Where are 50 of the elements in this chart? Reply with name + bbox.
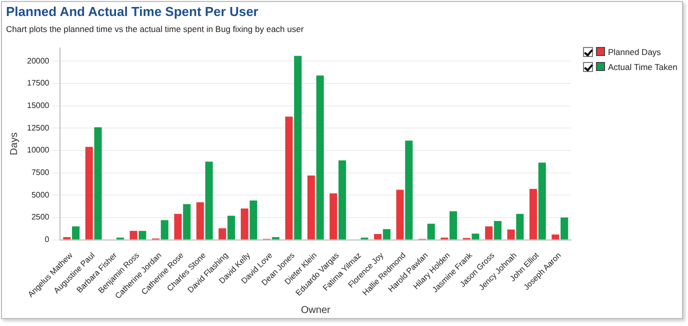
chart-subtitle: Chart plots the planned time vs the actual time spent in Bug fixing by each user [6, 24, 304, 34]
y-tick-label: 2500 [31, 212, 50, 222]
bar [285, 116, 293, 240]
y-tick-label: 12500 [26, 123, 50, 132]
bar [338, 160, 346, 240]
y-tick-label: 15000 [26, 101, 50, 110]
bar [250, 200, 258, 240]
bar [494, 221, 502, 240]
bar [130, 230, 138, 240]
bar [160, 220, 168, 240]
bar [94, 127, 102, 240]
y-tick-label: 0 [44, 235, 50, 244]
y-tick-label: 5000 [31, 190, 50, 200]
bar [227, 216, 236, 240]
bar [560, 217, 568, 240]
bar [205, 162, 213, 240]
y-tick-label: 17500 [26, 78, 50, 88]
bar [450, 211, 458, 240]
bar [538, 162, 546, 240]
bar [316, 75, 324, 240]
bar [485, 226, 493, 240]
y-tick-label: 10000 [26, 146, 50, 155]
bar [307, 176, 315, 240]
bar [396, 190, 404, 240]
bar [85, 146, 93, 240]
bar [330, 193, 338, 240]
bar [516, 214, 524, 240]
bar [374, 234, 382, 240]
bar [472, 234, 480, 240]
bar [507, 230, 515, 240]
legend-label: Actual Time Taken [608, 62, 678, 72]
y-tick-label: 20000 [26, 56, 50, 66]
chart-title: Planned And Actual Time Spent Per User [6, 4, 258, 19]
bar [196, 202, 204, 240]
legend-label: Planned Days [608, 46, 661, 56]
x-axis-title: Owner [300, 304, 332, 316]
bar [174, 214, 182, 240]
bar [138, 230, 146, 240]
bar [240, 208, 248, 240]
bar [427, 224, 435, 240]
y-tick-label: 7500 [31, 168, 50, 178]
bar [382, 229, 390, 240]
bar [552, 234, 560, 240]
bar [294, 56, 302, 240]
y-axis-title: Days [8, 132, 20, 156]
bar [72, 226, 80, 240]
bar [405, 140, 413, 240]
bar [529, 188, 538, 240]
bar [183, 204, 191, 240]
bar [218, 228, 226, 240]
